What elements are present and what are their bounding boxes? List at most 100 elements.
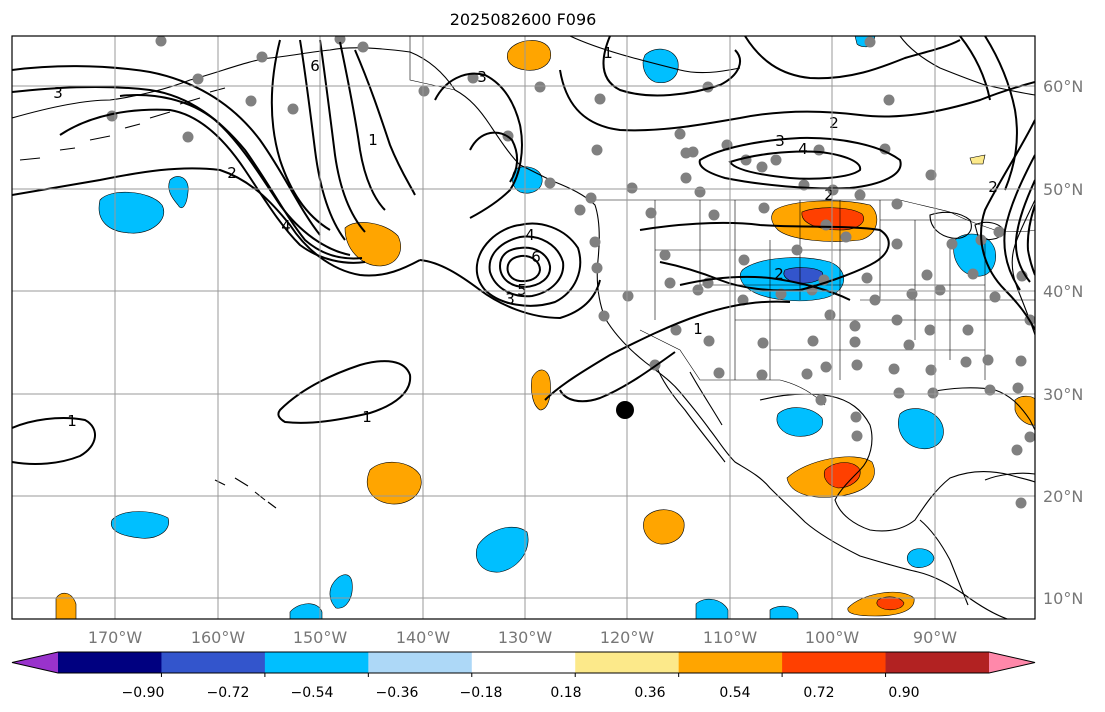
colorbar-tick-label: −0.72 — [207, 685, 250, 701]
colorbar-tick-label: 0.18 — [550, 685, 581, 701]
contour-label: 3 — [505, 290, 515, 308]
contour-label: 2 — [227, 164, 237, 182]
negative-anomaly — [695, 598, 729, 619]
contour-label: 3 — [53, 84, 63, 102]
lat-label: 50°N — [1043, 180, 1083, 199]
colorbar-tick-label: 0.72 — [803, 685, 834, 701]
us-canada-border — [595, 199, 1035, 232]
contour-label: 1 — [67, 412, 77, 430]
contour-label: 4 — [525, 226, 535, 244]
colorbar-segment — [885, 652, 990, 673]
contour-label: 6 — [531, 248, 541, 266]
contour-label: 3 — [477, 68, 487, 86]
positive-anomaly — [55, 592, 77, 619]
contour-label: 2 — [824, 186, 834, 204]
contour-label: 1 — [693, 320, 703, 338]
colorbar-segment — [471, 652, 576, 673]
lon-label: 90°W — [913, 628, 957, 647]
negative-anomaly — [769, 605, 799, 619]
contour-labels: 3 2 4 6 1 3 4 6 5 3 1 1 3 2 4 2 2 2 1 1 — [53, 44, 998, 430]
contour-lines — [12, 36, 1035, 465]
contour-label: 1 — [362, 408, 372, 426]
alaska-canada-border — [409, 36, 456, 91]
lat-label: 20°N — [1043, 487, 1083, 506]
positive-anomaly — [969, 154, 986, 165]
positive-anomaly — [531, 369, 551, 411]
positive-anomaly — [643, 509, 685, 545]
station-markers — [106, 36, 1035, 509]
east-coast — [1011, 199, 1035, 336]
hawaii — [214, 477, 277, 509]
negative-anomaly — [642, 48, 679, 83]
contour-label: 2 — [829, 114, 839, 132]
contour-label: 4 — [798, 140, 808, 158]
lon-label: 130°W — [498, 628, 553, 647]
colorbar-segment — [58, 652, 162, 673]
positive-anomaly — [344, 222, 401, 267]
colorbar-segment — [678, 652, 783, 673]
gridlines — [12, 36, 1035, 619]
colorbar-segment — [264, 652, 369, 673]
contour-label: 4 — [281, 217, 291, 235]
contour-label: 1 — [603, 44, 613, 62]
negative-anomaly — [289, 603, 323, 619]
contour-label: 2 — [774, 265, 784, 283]
lat-label: 40°N — [1043, 282, 1083, 301]
contour-label: 5 — [517, 281, 527, 299]
colorbar-tick-label: 0.90 — [888, 685, 919, 701]
lon-label: 170°W — [88, 628, 143, 647]
colorbar-extend-min — [12, 652, 58, 673]
gulf-coast — [759, 393, 1035, 532]
colorbar-tick-label: −0.18 — [460, 685, 503, 701]
colorbar-tick-label: 0.36 — [634, 685, 665, 701]
colorbar-segment — [368, 652, 473, 673]
contour-label: 1 — [368, 131, 378, 149]
lon-label: 110°W — [703, 628, 758, 647]
positive-anomaly — [1014, 395, 1035, 426]
central-america — [919, 519, 969, 606]
alaska-coast — [12, 47, 521, 166]
map-title: 2025082600 F096 — [449, 10, 597, 29]
lat-label: 60°N — [1043, 77, 1083, 96]
negative-anomaly — [511, 166, 543, 194]
map-frame — [11, 35, 1036, 620]
colorbar-outline — [11, 651, 1036, 674]
colorbar — [11, 651, 1036, 677]
canadian-coast — [569, 36, 741, 74]
west-coast — [519, 164, 1009, 619]
colorbar-tick-label: −0.90 — [122, 685, 165, 701]
lon-label: 120°W — [600, 628, 655, 647]
colorbar-segment — [782, 652, 887, 673]
negative-anomaly — [776, 407, 823, 437]
negative-anomaly — [168, 176, 189, 209]
lat-label: 30°N — [1043, 385, 1083, 404]
lon-label: 100°W — [805, 628, 860, 647]
colorbar-extend-max — [989, 652, 1035, 673]
contour-label: 3 — [775, 132, 785, 150]
lon-label: 150°W — [293, 628, 348, 647]
aleutians — [19, 87, 226, 161]
negative-anomaly-strong — [783, 267, 824, 284]
colorbar-labels: −0.90 −0.72 −0.54 −0.36 −0.18 0.18 0.36 … — [122, 685, 920, 701]
positive-anomaly — [366, 462, 422, 505]
baja-coast — [654, 361, 726, 463]
colorbar-tick-label: −0.36 — [376, 685, 419, 701]
negative-anomaly — [476, 526, 529, 573]
map-area: 3 2 4 6 1 3 4 6 5 3 1 1 3 2 4 2 2 2 1 1 — [12, 36, 1035, 619]
colorbar-segment — [161, 652, 266, 673]
colorbar-tick-label: 0.54 — [719, 685, 750, 701]
negative-anomaly — [329, 574, 353, 609]
positive-anomaly-strong — [823, 462, 861, 489]
latitude-labels: 60°N 50°N 40°N 30°N 20°N 10°N — [1043, 77, 1083, 608]
negative-anomaly — [110, 511, 169, 539]
lon-label: 160°W — [191, 628, 246, 647]
lon-label: 140°W — [396, 628, 451, 647]
state-lines — [654, 200, 1035, 380]
negative-anomaly — [898, 408, 944, 450]
contour-label: 6 — [310, 57, 320, 75]
positive-anomaly-strong — [876, 596, 905, 611]
lat-label: 10°N — [1043, 589, 1083, 608]
cuba — [984, 472, 1035, 481]
location-marker — [616, 401, 634, 419]
